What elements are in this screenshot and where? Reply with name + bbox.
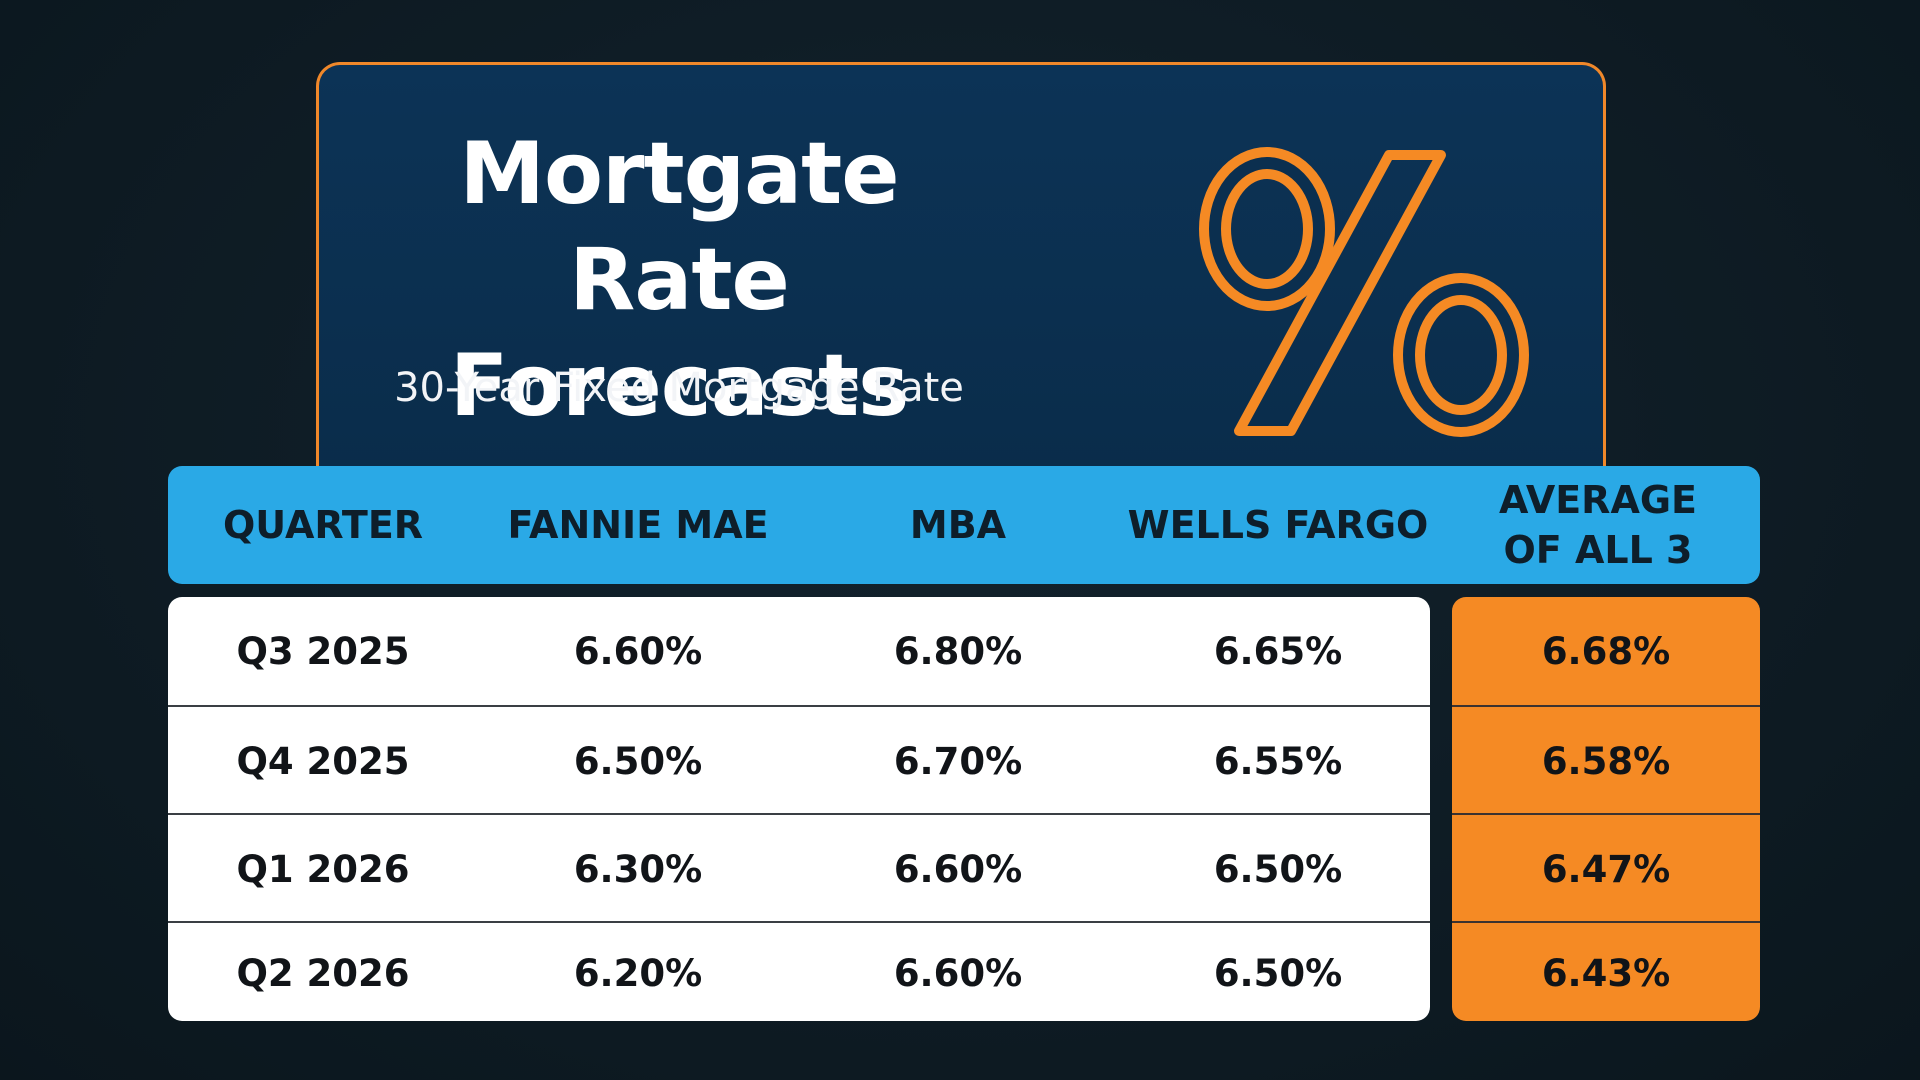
cell-average: 6.68% [1541, 629, 1671, 673]
column-header-average: AVERAGE OF ALL 3 [1498, 478, 1697, 572]
column-header-fannie-mae: FANNIE MAE [507, 503, 769, 547]
cell-wells-fargo: 6.65% [1213, 629, 1343, 673]
table-row: Q2 2026 6.20% 6.60% 6.50% [168, 921, 1430, 1021]
table-row: Q1 2026 6.30% 6.60% 6.50% [168, 813, 1430, 921]
column-header-wells-fargo: WELLS FARGO [1127, 503, 1429, 547]
cell-average: 6.43% [1541, 951, 1671, 995]
table-body: Q3 2025 6.60% 6.80% 6.65% Q4 2025 6.50% … [168, 597, 1430, 1021]
cell-quarter: Q3 2025 [236, 629, 410, 673]
cell-quarter: Q1 2026 [236, 847, 410, 891]
average-column: 6.68% 6.58% 6.47% 6.43% [1452, 597, 1760, 1021]
percent-icon [1199, 147, 1529, 437]
cell-average: 6.47% [1541, 847, 1671, 891]
cell-wells-fargo: 6.50% [1213, 847, 1343, 891]
page-subtitle: 30-Year Fixed Mortgage Rate [394, 365, 964, 411]
cell-wells-fargo: 6.55% [1213, 739, 1343, 783]
title-line-2: Forecasts [449, 336, 910, 436]
column-header-mba: MBA [909, 503, 1007, 547]
table-row: Q3 2025 6.60% 6.80% 6.65% [168, 597, 1430, 705]
cell-mba: 6.80% [893, 629, 1023, 673]
cell-mba: 6.70% [893, 739, 1023, 783]
column-header-quarter: QUARTER [222, 503, 424, 547]
cell-quarter: Q4 2025 [236, 739, 410, 783]
table-row: 6.47% [1452, 813, 1760, 921]
page-title: Mortgate Rate Forecasts [379, 121, 979, 439]
table-row: 6.43% [1452, 921, 1760, 1021]
header-card: Mortgate Rate Forecasts 30-Year Fixed Mor… [316, 62, 1606, 482]
table-row: Q4 2025 6.50% 6.70% 6.55% [168, 705, 1430, 813]
cell-fannie-mae: 6.20% [573, 951, 703, 995]
cell-fannie-mae: 6.30% [573, 847, 703, 891]
table-row: 6.68% [1452, 597, 1760, 705]
cell-fannie-mae: 6.60% [573, 629, 703, 673]
cell-mba: 6.60% [893, 847, 1023, 891]
cell-mba: 6.60% [893, 951, 1023, 995]
cell-fannie-mae: 6.50% [573, 739, 703, 783]
cell-quarter: Q2 2026 [236, 951, 410, 995]
cell-average: 6.58% [1541, 739, 1671, 783]
table-header: QUARTER FANNIE MAE MBA WELLS FARGO AVERA… [168, 466, 1760, 584]
table-row: 6.58% [1452, 705, 1760, 813]
cell-wells-fargo: 6.50% [1213, 951, 1343, 995]
title-line-1: Mortgate Rate [459, 124, 899, 330]
